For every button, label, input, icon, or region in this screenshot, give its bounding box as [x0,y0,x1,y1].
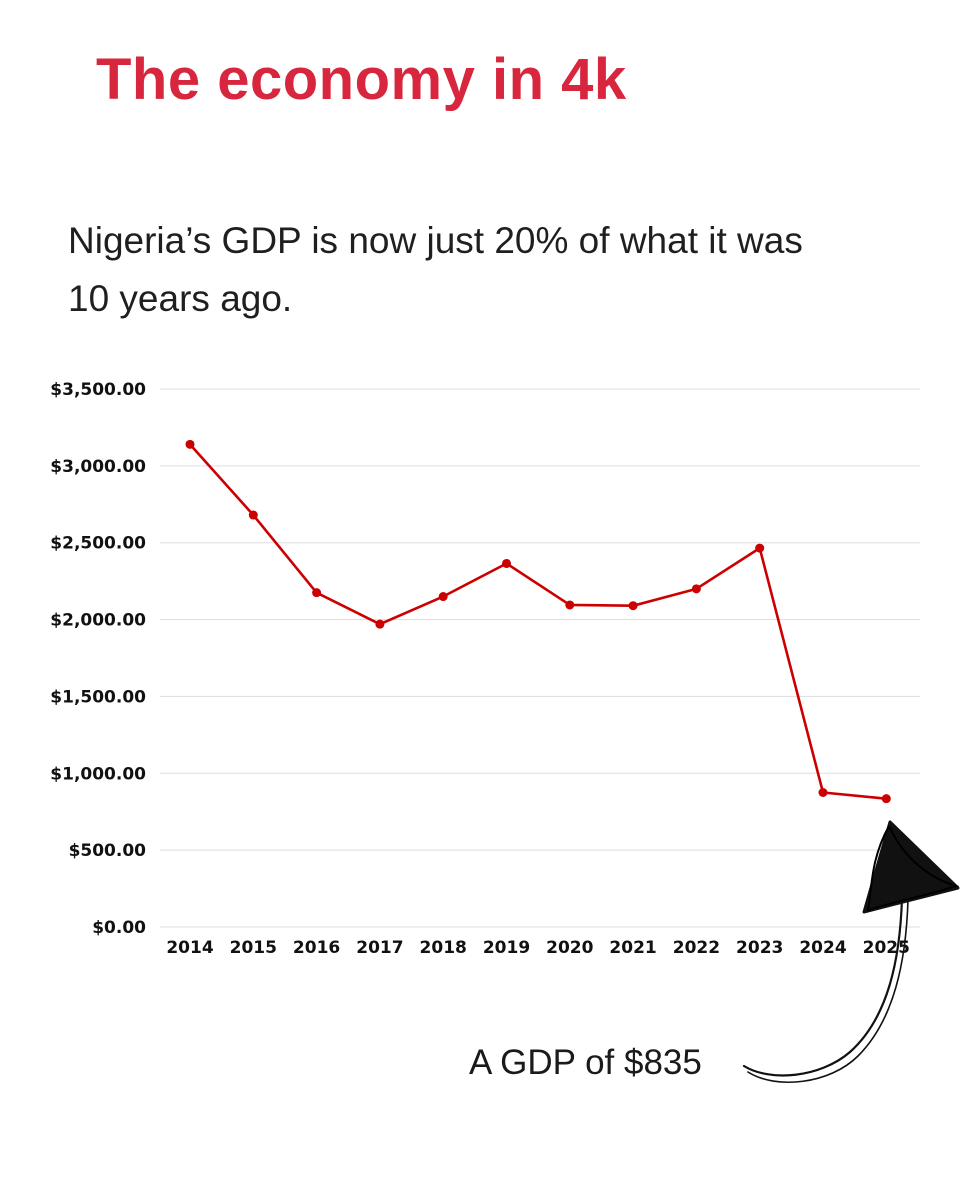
x-tick-label: 2024 [799,938,846,958]
x-tick-label: 2019 [483,938,530,958]
data-point-2023 [755,543,765,553]
y-tick-label: $3,000.00 [50,457,146,477]
series-line [189,443,887,800]
y-tick-label: $2,500.00 [50,534,146,554]
data-point-2019 [502,558,511,568]
data-point-2016 [312,588,322,598]
x-axis-ticks: 2014 2015 2016 2017 2018 2019 2020 2021 2022 2023… [166,938,910,958]
data-point-2018 [438,592,448,602]
grid-lines [160,388,920,928]
y-tick-label: $1,500.00 [50,687,146,707]
data-point-2024 [818,788,828,797]
annotation-arrow-shaft [742,896,904,1077]
data-point-2015 [248,510,258,520]
data-point-2014 [185,439,195,449]
y-tick-label: $0.00 [92,918,146,938]
y-tick-label: $1,000.00 [50,764,146,784]
data-point-2020 [565,600,575,610]
page-title: The economy in 4k [96,47,627,112]
x-tick-label: 2020 [546,938,593,958]
annotation-arrow-head [862,820,960,914]
annotation-label: A GDP of $835 [469,1043,702,1082]
data-point-2025 [881,794,891,804]
data-point-2017 [375,619,385,629]
x-tick-label: 2014 [166,938,213,958]
x-tick-label: 2016 [293,938,340,958]
x-tick-label: 2023 [736,938,783,958]
y-tick-label: $2,000.00 [50,611,146,631]
annotation-arrow-head-scribble [866,825,960,912]
annotation: A GDP of $835 [469,820,960,1083]
chart-subtitle: Nigeria’s GDP is now just 20% of what it… [68,220,803,319]
series-gdp [185,439,891,804]
x-tick-label: 2018 [420,938,467,958]
y-tick-label: $500.00 [69,841,147,861]
x-tick-label: 2021 [609,938,656,958]
data-point-2022 [691,584,701,594]
x-tick-label: 2015 [230,938,277,958]
x-tick-label: 2022 [673,938,720,958]
x-tick-label: 2017 [356,938,403,958]
y-axis-ticks: $0.00 $500.00 $1,000.00 $1,500.00 $2,000.00 $… [50,380,146,938]
data-point-2021 [628,601,638,611]
y-tick-label: $3,500.00 [50,380,146,400]
annotation-arrow-shaft-double [747,899,909,1083]
